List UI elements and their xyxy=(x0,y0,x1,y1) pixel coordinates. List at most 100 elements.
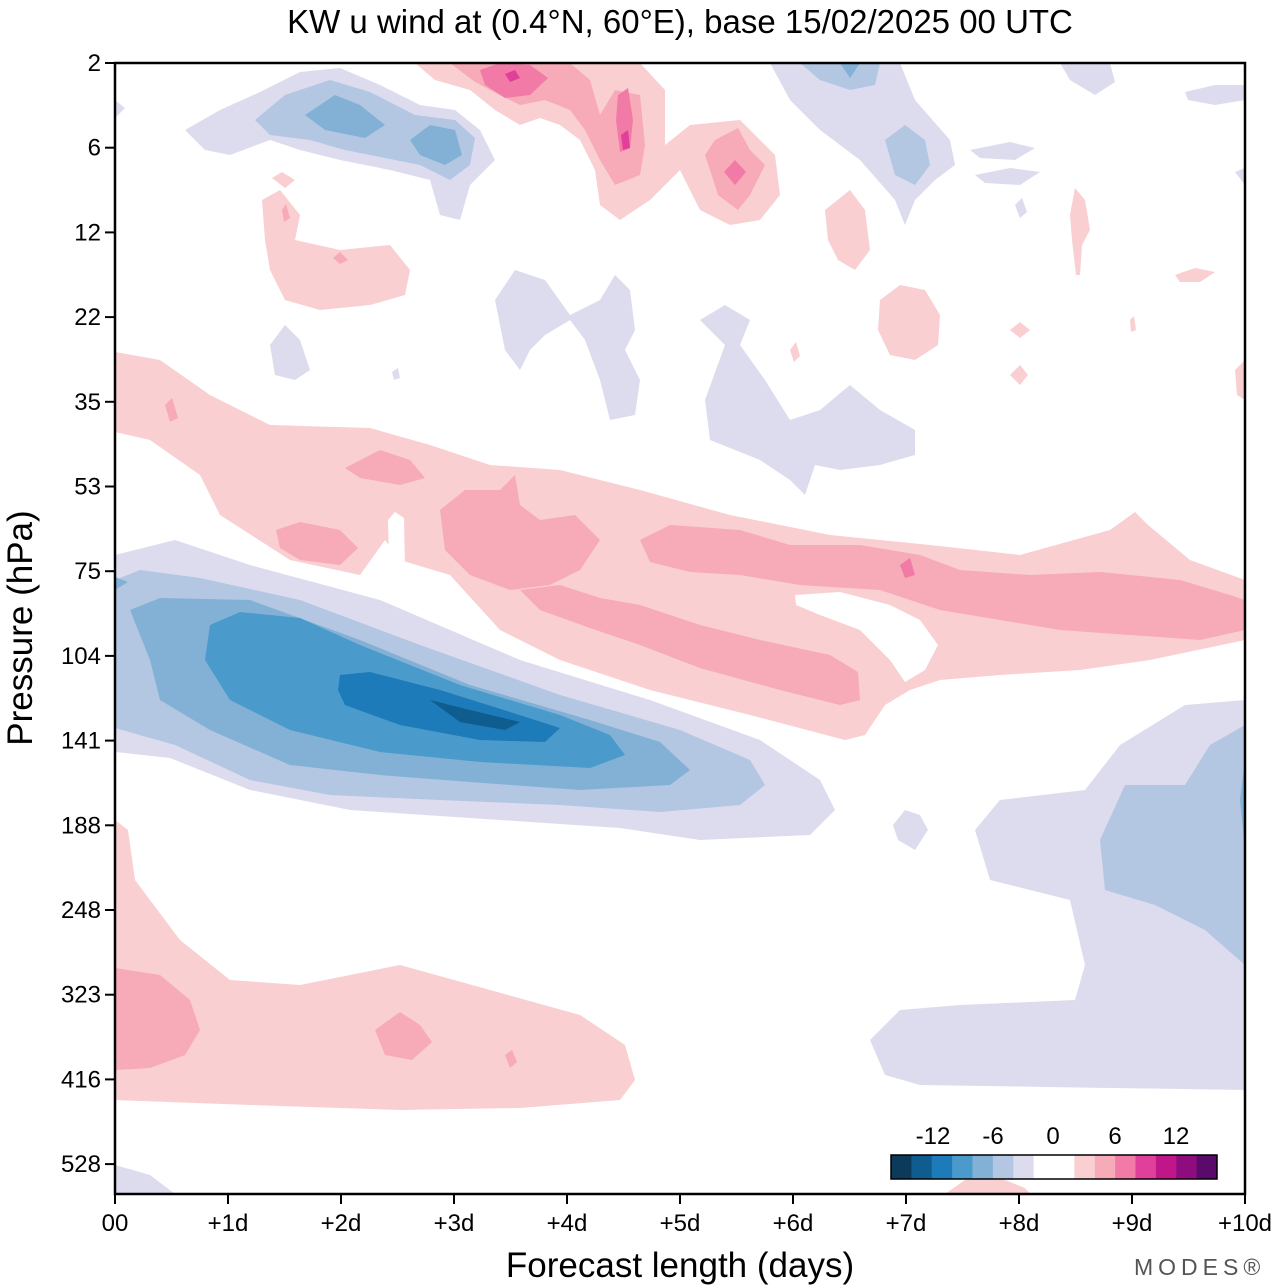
contour-neg-top-right-f xyxy=(1235,168,1245,185)
colorbar-swatch xyxy=(1155,1155,1177,1179)
y-tick-label: 104 xyxy=(61,643,101,670)
x-axis: 00 +1d +2d +3d +4d +5d +6d +7d +8d +9d +10d xyxy=(102,1194,1272,1237)
contour-pos-upper-6 xyxy=(272,172,295,188)
x-tick-label: +6d xyxy=(773,1210,814,1237)
contour-pos-upper-5c xyxy=(333,252,348,264)
contour-pos-upper-15 xyxy=(1235,360,1245,400)
colorbar-swatch xyxy=(1176,1155,1198,1179)
colorbar-swatch xyxy=(891,1155,912,1179)
colorbar-swatch xyxy=(1013,1155,1035,1179)
plot-area xyxy=(115,63,1245,1194)
contour-neg-top-right-e xyxy=(1015,198,1027,218)
contour-neg-upper-3b xyxy=(410,125,462,165)
y-tick-label: 6 xyxy=(88,135,101,162)
colorbar-swatch xyxy=(1094,1155,1116,1179)
colorbar-swatch xyxy=(931,1155,953,1179)
y-tick-label: 528 xyxy=(61,1151,101,1178)
y-tick-label: 416 xyxy=(61,1066,101,1093)
colorbar-swatch xyxy=(1196,1155,1218,1179)
colorbar-swatch xyxy=(1054,1155,1075,1179)
contour-pos-upper-3c xyxy=(724,160,746,185)
colorbar-swatch xyxy=(1135,1155,1157,1179)
x-tick-label: 00 xyxy=(102,1210,129,1237)
contour-pos-main-2b xyxy=(520,585,860,705)
x-tick-label: +1d xyxy=(208,1210,249,1237)
contour-pos-upper-9 xyxy=(1070,188,1090,275)
x-tick-label: +2d xyxy=(321,1210,362,1237)
x-tick-label: +8d xyxy=(999,1210,1040,1237)
contour-pos-upper-4 xyxy=(505,70,520,82)
contour-pos-lower-3 xyxy=(375,1012,432,1060)
x-tick-label: +7d xyxy=(886,1210,927,1237)
colorbar-label: 0 xyxy=(1046,1123,1059,1150)
contour-neg-mid-4 xyxy=(392,368,400,380)
colorbar-label: 12 xyxy=(1163,1123,1190,1150)
y-tick-label: 323 xyxy=(61,982,101,1009)
y-tick-label: 22 xyxy=(74,304,101,331)
contour-pos-upper-3b xyxy=(616,88,633,152)
contour-neg-mid-1 xyxy=(495,270,640,420)
colorbar-swatch xyxy=(952,1155,973,1179)
contour-neg-jet-edge xyxy=(115,577,128,590)
colorbar-label: -6 xyxy=(982,1123,1003,1150)
y-axis-title: Pressure (hPa) xyxy=(1,510,40,745)
contour-pos-main-2a xyxy=(440,475,600,590)
contour-pos-main-hole xyxy=(795,592,938,682)
y-tick-label: 141 xyxy=(61,728,101,755)
contour-pos-upper-10 xyxy=(1175,268,1215,282)
contour-pos-bottom-edge xyxy=(945,1178,1030,1194)
colorbar-swatch xyxy=(1033,1155,1055,1179)
contour-pos-upper-12 xyxy=(1010,365,1028,385)
contour-neg-small-blob xyxy=(893,810,928,850)
contour-pos-lower-4 xyxy=(505,1050,517,1068)
contour-pos-main-2e xyxy=(345,450,425,485)
contour-pos-upper-14 xyxy=(1130,316,1136,332)
colorbar-label: 6 xyxy=(1108,1123,1121,1150)
contour-pos-main-2d xyxy=(276,522,358,565)
contour-neg-bottom-left xyxy=(115,1165,175,1194)
contour-neg-upper-edge xyxy=(115,100,125,118)
y-tick-label: 2 xyxy=(88,50,101,77)
contour-neg-top-right-c xyxy=(970,142,1035,160)
contour-pos-main-2c xyxy=(640,525,1245,640)
y-tick-label: 188 xyxy=(61,812,101,839)
contour-pos-main-notch xyxy=(388,512,405,575)
contour-pos-upper-5 xyxy=(262,190,410,310)
contour-neg-jet-6 xyxy=(430,700,520,730)
y-axis: 2 6 12 22 35 53 75 104 141 188 248 323 416 528 xyxy=(61,50,115,1178)
x-tick-label: +3d xyxy=(434,1210,475,1237)
y-tick-label: 12 xyxy=(74,219,101,246)
x-axis-title: Forecast length (days) xyxy=(506,1246,854,1285)
colorbar-swatch xyxy=(1115,1155,1136,1179)
colorbar: -12 -6 0 6 12 xyxy=(890,1123,1218,1180)
contour-neg-mid-3 xyxy=(270,325,310,380)
x-tick-label: +10d xyxy=(1218,1210,1272,1237)
contour-pos-main-3 xyxy=(900,558,915,578)
contour-pos-upper-5b xyxy=(282,204,290,222)
contour-pos-upper-7 xyxy=(825,190,870,270)
y-tick-label: 35 xyxy=(74,389,101,416)
contour-pos-lower-1 xyxy=(115,820,635,1110)
colorbar-swatch xyxy=(1074,1155,1096,1179)
x-tick-label: +5d xyxy=(660,1210,701,1237)
contour-pos-main-4 xyxy=(165,398,178,422)
contour-neg-upper-right-4 xyxy=(840,63,860,78)
contour-neg-upper-right-1 xyxy=(770,63,955,225)
x-tick-label: +9d xyxy=(1112,1210,1153,1237)
y-tick-label: 53 xyxy=(74,474,101,501)
contour-neg-upper-3 xyxy=(305,95,385,138)
y-tick-label: 248 xyxy=(61,897,101,924)
contour-pos-lower-2 xyxy=(115,968,200,1070)
contour-pos-upper-4b xyxy=(621,130,630,150)
colorbar-swatch xyxy=(972,1155,994,1179)
contour-neg-upper-right-2 xyxy=(800,63,880,90)
contour-neg-lower-right-2 xyxy=(1100,725,1245,965)
chart-title: KW u wind at (0.4°N, 60°E), base 15/02/2… xyxy=(287,3,1073,40)
modes-logo: MODES® xyxy=(1134,1254,1265,1280)
contour-neg-top-right-d xyxy=(975,168,1040,185)
contour-pos-upper-3 xyxy=(480,63,548,98)
y-tick-label: 75 xyxy=(74,558,101,585)
contour-pos-upper-13 xyxy=(790,342,800,362)
colorbar-label: -12 xyxy=(916,1123,951,1150)
